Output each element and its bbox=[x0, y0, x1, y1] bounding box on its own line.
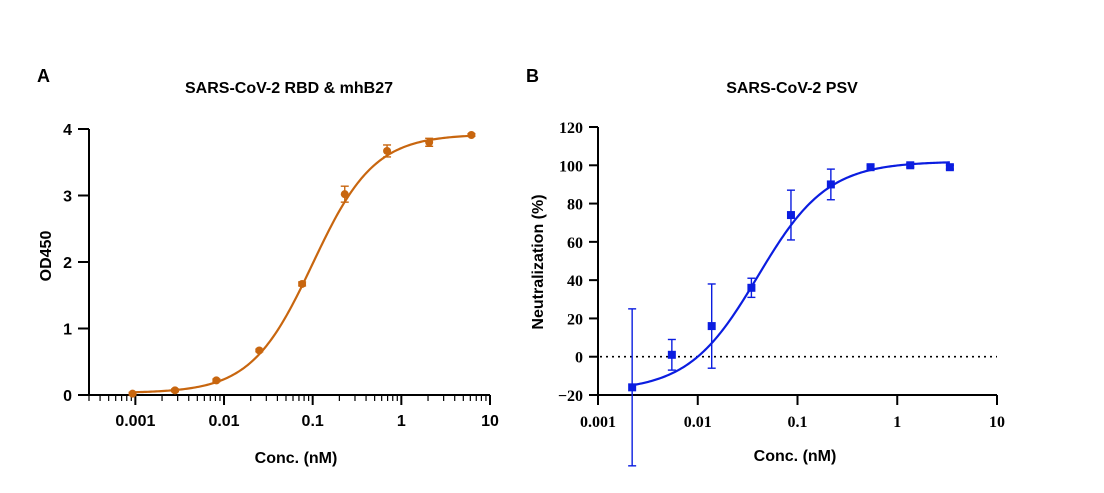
panel-a-data-point bbox=[340, 190, 349, 199]
panel-a-letter: A bbox=[37, 66, 50, 86]
panel-b-y-tick-label: 100 bbox=[559, 158, 583, 175]
panel-b-data-point bbox=[747, 283, 756, 292]
panel-b-data-point bbox=[826, 180, 835, 189]
panel-a-y-tick-label: 4 bbox=[63, 122, 72, 139]
panel-a-y-tick-label: 2 bbox=[63, 255, 72, 272]
panel-a-chart: A SARS-CoV-2 RBD & mhB27 OD450 Conc. (nM… bbox=[37, 66, 499, 467]
panel-b-data-point bbox=[707, 322, 716, 331]
panel-a-y-tick-label: 0 bbox=[63, 388, 72, 405]
panel-a-data-point bbox=[298, 279, 307, 288]
panel-b-data-point bbox=[945, 163, 954, 172]
panel-a-data-point bbox=[128, 389, 137, 398]
panel-b-y-tick-label: 20 bbox=[567, 311, 583, 328]
panel-b-data-point bbox=[628, 383, 637, 392]
panel-a-x-tick-label: 0.01 bbox=[208, 413, 239, 430]
panel-b-y-tick-label: 60 bbox=[567, 235, 583, 252]
panel-a-x-tick-label: 10 bbox=[481, 413, 499, 430]
panel-a-x-tick-label: 0.001 bbox=[115, 413, 155, 430]
panel-a-x-axis-label: Conc. (nM) bbox=[255, 450, 338, 467]
panel-a-y-tick-label: 1 bbox=[63, 322, 72, 339]
panel-a-y-axis-label: OD450 bbox=[38, 231, 55, 282]
panel-b-x-tick-label: 0.1 bbox=[788, 414, 808, 431]
panel-b-x-tick-label: 10 bbox=[989, 414, 1005, 431]
panel-b-x-tick-label: 0.001 bbox=[580, 414, 616, 431]
panel-a-x-tick-label: 1 bbox=[397, 413, 406, 430]
panel-b-title: SARS-CoV-2 PSV bbox=[726, 80, 858, 97]
panel-a-data-point bbox=[171, 386, 180, 395]
panel-b-data-point bbox=[866, 163, 875, 172]
panel-b-y-tick-label: 40 bbox=[567, 273, 583, 290]
panel-b-y-tick-label: −20 bbox=[558, 388, 583, 405]
panel-a-data-point bbox=[383, 146, 392, 155]
panel-a-data-point bbox=[255, 346, 264, 355]
panel-b-letter: B bbox=[526, 66, 539, 86]
panel-a-fit-curve bbox=[132, 134, 472, 394]
panel-b-y-axis-label: Neutralization (%) bbox=[530, 194, 547, 329]
panel-b-data-point bbox=[667, 350, 676, 359]
panel-a-y-tick-label: 3 bbox=[63, 189, 72, 206]
panel-a-data-point bbox=[212, 376, 221, 385]
panel-b-chart: B SARS-CoV-2 PSV Neutralization (%) Conc… bbox=[526, 66, 1005, 467]
panel-b-data-point bbox=[906, 161, 915, 170]
panel-b-y-tick-label: 120 bbox=[559, 120, 583, 137]
panel-b-x-tick-label: 0.01 bbox=[684, 414, 712, 431]
panel-b-data-point bbox=[786, 211, 795, 220]
panel-b-x-tick-label: 1 bbox=[893, 414, 901, 431]
panel-a-data-point bbox=[467, 130, 476, 139]
panel-a-data-point bbox=[425, 138, 434, 147]
panel-b-y-tick-label: 80 bbox=[567, 197, 583, 214]
panel-a-x-tick-label: 0.1 bbox=[302, 413, 324, 430]
panel-a-title: SARS-CoV-2 RBD & mhB27 bbox=[185, 80, 393, 97]
panel-b-x-axis-label: Conc. (nM) bbox=[754, 448, 837, 465]
panel-b-y-tick-label: 0 bbox=[575, 350, 583, 367]
